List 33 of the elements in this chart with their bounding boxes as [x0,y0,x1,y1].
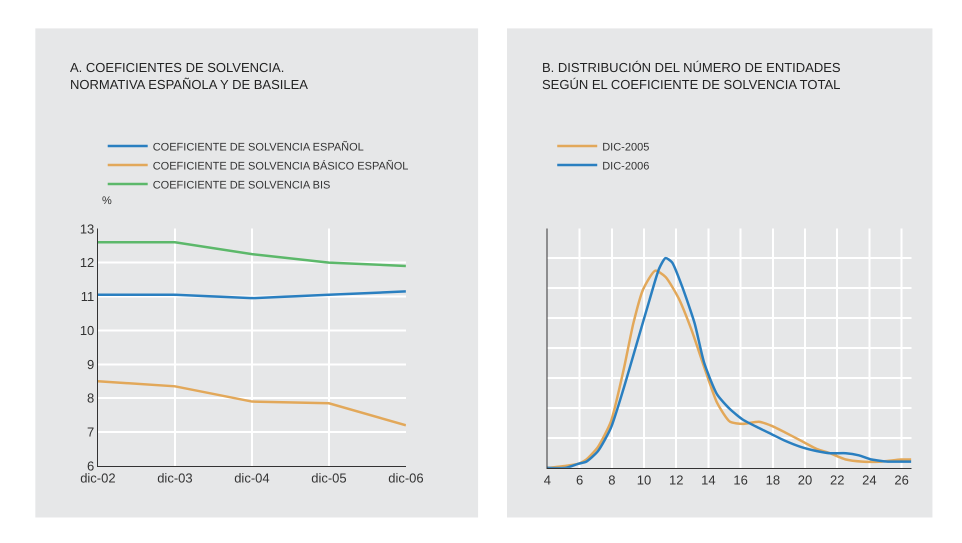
line-series [98,241,406,268]
legend-label: DIC-2005 [602,141,650,154]
x-tick-label: 26 [894,472,909,488]
y-tick-label: 8 [87,390,94,406]
x-tick-label: 12 [668,472,684,488]
y-tick-label: 13 [80,221,94,236]
chart-title: B. DISTRIBUCIÓN DEL NÚMERO DE ENTIDADES SEGÚN EL COEFICIENTE DE SOLVENCIA TOTAL [542,60,841,92]
x-tick-label: 18 [766,472,780,488]
y-tick-label: 11 [80,289,94,304]
x-tick-label: 6 [576,472,584,488]
y-tick-label: 9 [87,356,94,372]
x-tick-label: dic-04 [234,470,270,486]
x-tick-label: dic-05 [311,470,347,486]
legend-label: COEFICIENTE DE SOLVENCIA BÁSICO ESPAÑOL [152,159,408,172]
y-tick-label: 7 [87,424,94,440]
x-tick-label: dic-06 [388,470,424,486]
x-tick-label: 20 [798,472,812,488]
y-axis-title: % [102,195,112,207]
legend-label: DIC-2006 [602,160,650,172]
x-tick-label: 10 [636,472,652,488]
legend-label: COEFICIENTE DE SOLVENCIA BIS [152,179,330,192]
x-tick-label: dic-03 [157,470,193,486]
y-tick-label: 12 [80,255,94,270]
x-tick-label: 4 [544,472,552,488]
x-tick-label: 22 [830,472,844,488]
chart-title: A. COEFICIENTES DE SOLVENCIA. NORMATIVA ESPAÑOLA Y DE BASILEA [70,60,308,92]
x-tick-label: 8 [608,472,616,488]
x-tick-label: 24 [862,472,877,488]
x-tick-label: 16 [733,472,748,488]
legend-label: COEFICIENTE DE SOLVENCIA ESPAÑOL [152,140,364,154]
x-tick-label: 14 [701,472,716,488]
y-tick-label: 10 [80,322,94,338]
line-series [98,380,406,427]
